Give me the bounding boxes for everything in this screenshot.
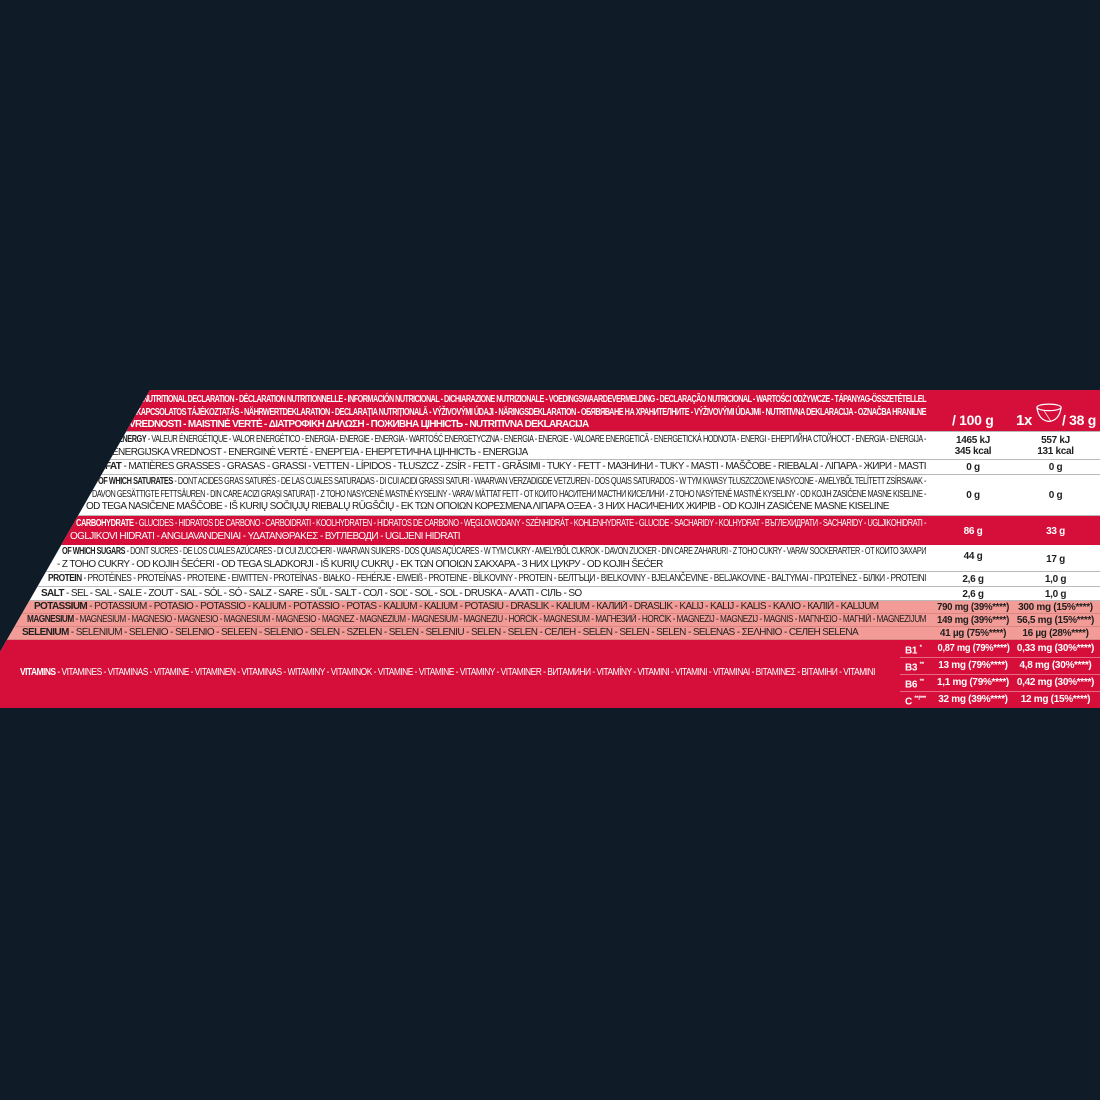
translations: - MATIÈRES GRASSES - GRASAS - GRASSI - V… <box>121 461 926 472</box>
selenium-per-serving: 16 µg (28%****) <box>1022 628 1089 639</box>
row-protein: PROTEIN - PROTÉINES - PROTEÍNAS - PROTEI… <box>0 572 1100 587</box>
row-label: POTASSIUM <box>34 601 88 612</box>
footnote-mark: * <box>919 645 922 651</box>
vitamin-name: B1 <box>905 645 918 657</box>
translations: - DONT SUCRES - DE LOS CUALES AZÚCARES -… <box>125 546 927 557</box>
b3-per-100g: 13 mg (79%****) <box>938 660 1008 671</box>
vitamin-name: B6 <box>905 679 918 691</box>
row-energy: ENERGY - VALEUR ÉNERGÉTIQUE - VALOR ENER… <box>0 432 1100 460</box>
value-kj: 557 kJ <box>1041 435 1070 446</box>
translations: DAVON GESÄTTIGTE FETTSÄUREN - DIN CARE A… <box>92 488 926 500</box>
sugars-per-100g: 44 g <box>963 551 983 562</box>
translations: - Z TOHO CUKRY - OD KOJIH ŠEĆERI - OD TE… <box>57 558 663 570</box>
bowl-icon <box>1036 403 1062 423</box>
translations: - GLUCIDES - HIDRATOS DE CARBONO - CARBO… <box>133 518 926 529</box>
value-kcal: 345 kcal <box>954 446 992 457</box>
row-sugars: OF WHICH SUGARS - DONT SUCRES - DE LOS C… <box>0 545 1100 572</box>
energy-per-serving: 557 kJ 131 kcal <box>1011 435 1100 457</box>
carbohydrate-per-serving: 33 g <box>1046 526 1065 537</box>
per-serving-header: / 38 g <box>1062 412 1096 428</box>
translations: - VALEUR ÉNERGÉTIQUE - VALOR ENERGÉTICO … <box>146 434 927 445</box>
table-header: NUTRITIONAL DECLARATION - DÉCLARATION NU… <box>0 390 1100 432</box>
row-label: SELENIUM <box>22 627 69 638</box>
saturates-per-100g: 0 g <box>966 490 980 501</box>
row-label: VITAMINS <box>20 667 56 678</box>
b3-per-serving: 4,8 mg (30%****) <box>1019 660 1092 671</box>
translations: OD TEGA NASIČENE MAŠČOBE - IŠ KURIŲ SOČI… <box>86 501 889 512</box>
translations: OGLJIKOVI HIDRATI - ANGLIAVANDENIAI - ΥΔ… <box>70 530 461 542</box>
vitamin-c-row: C **/*** 32 mg (39%****) 12 mg (15%****) <box>900 691 1100 708</box>
vitamin-b1-row: B1 * 0,87 mg (79%****) 0,33 mg (30%****) <box>900 640 1100 658</box>
translations: - SEL - SAL - SALE - ZOUT - SAL - SÓL - … <box>63 588 582 599</box>
magnesium-per-100g: 149 mg (39%****) <box>937 615 1009 626</box>
translations: - SÉLÉNIUM - SELENIO - SELENIO - SELEEN … <box>68 627 859 638</box>
row-magnesium: MAGNESIUM - MAGNÉSIUM - MAGNESIO - MAGNE… <box>0 614 1100 627</box>
row-salt: SALT - SEL - SAL - SALE - ZOUT - SAL - S… <box>0 587 1100 601</box>
vitamin-name: B3 <box>905 662 918 674</box>
vitamin-name: C <box>905 696 912 708</box>
fat-per-100g: 0 g <box>966 462 980 473</box>
row-label: MAGNESIUM <box>27 614 74 625</box>
row-label: FAT <box>105 461 122 472</box>
per-100g-header: / 100 g <box>952 412 994 428</box>
salt-per-100g: 2,6 g <box>962 589 984 600</box>
footnote-mark: **/*** <box>914 696 926 702</box>
translations: - DONT ACIDES GRAS SATURÉS - DE LAS CUAL… <box>172 476 927 487</box>
fat-per-serving: 0 g <box>1048 462 1063 473</box>
translations: ENERGIJSKA VREDNOST - ENERGINĖ VERTĖ - Ε… <box>112 446 528 458</box>
row-label: ENERGY <box>118 434 147 445</box>
row-carbohydrate: CARBOHYDRATE - GLUCIDES - HIDRATOS DE CA… <box>0 516 1100 545</box>
b1-per-100g: 0,87 mg (79%****) <box>937 643 1010 654</box>
translations: - VITAMINES - VITAMINAS - VITAMINE - VIT… <box>55 667 876 678</box>
footnote-mark: ** <box>919 679 924 685</box>
title-line: KAPCSOLATOS TÁJÉKOZTATÁS - NÄHRWERTDEKLA… <box>136 406 927 418</box>
declaration-title: NUTRITIONAL DECLARATION - DÉCLARATION NU… <box>0 394 930 431</box>
row-saturates: OF WHICH SATURATES - DONT ACIDES GRAS SA… <box>0 475 1100 516</box>
row-label: OF WHICH SATURATES <box>98 476 173 487</box>
carbohydrate-per-100g: 86 g <box>963 526 983 537</box>
row-label: SALT <box>41 588 65 599</box>
row-label: PROTEIN <box>48 573 82 584</box>
magnesium-per-serving: 56,5 mg (15%****) <box>1016 615 1095 626</box>
protein-per-100g: 2,6 g <box>962 574 984 585</box>
potassium-per-serving: 300 mg (15%****) <box>1018 602 1093 613</box>
row-potassium: POTASSIUM - POTASSIUM - POTASIO - POTASS… <box>0 601 1100 614</box>
protein-per-serving: 1,0 g <box>1044 574 1067 585</box>
row-label: OF WHICH SUGARS <box>62 546 126 557</box>
row-selenium: SELENIUM - SÉLÉNIUM - SELENIO - SELENIO … <box>0 627 1100 640</box>
c-per-100g: 32 mg (39%****) <box>938 694 1008 705</box>
sugars-per-serving: 17 g <box>1046 554 1065 565</box>
value-kcal: 131 kcal <box>1037 446 1074 457</box>
nutrition-table: NUTRITIONAL DECLARATION - DÉCLARATION NU… <box>0 390 1100 708</box>
title-line: VREDNOSTI - MAISTINĖ VERTĖ - ΔΙΑΤΡΟΦΙΚΗ … <box>129 419 589 430</box>
value-kj: 1465 kJ <box>955 435 991 446</box>
translations: - MAGNÉSIUM - MAGNESIO - MAGNESIO - MAGN… <box>73 614 926 625</box>
row-fat: FAT - MATIÈRES GRASSES - GRASAS - GRASSI… <box>0 460 1100 475</box>
row-vitamins: VITAMINS - VITAMINES - VITAMINAS - VITAM… <box>0 640 1100 708</box>
b1-per-serving: 0,33 mg (30%****) <box>1016 643 1095 654</box>
b6-per-100g: 1,1 mg (79%****) <box>937 677 1009 688</box>
energy-per-100g: 1465 kJ 345 kcal <box>935 435 1011 457</box>
c-per-serving: 12 mg (15%****) <box>1020 694 1091 705</box>
translations: - PROTÉINES - PROTEÍNAS - PROTEINE - EIW… <box>81 573 927 584</box>
selenium-per-100g: 41 µg (75%****) <box>939 628 1007 639</box>
vitamin-b3-row: B3 ** 13 mg (79%****) 4,8 mg (30%****) <box>900 657 1100 675</box>
serving-count: 1x <box>1016 412 1033 429</box>
b6-per-serving: 0,42 mg (30%****) <box>1016 677 1095 688</box>
row-label: CARBOHYDRATE <box>76 518 134 529</box>
vitamin-b6-row: B6 ** 1,1 mg (79%****) 0,42 mg (30%****) <box>900 674 1100 692</box>
footnote-mark: ** <box>919 662 924 668</box>
translations: - POTASSIUM - POTASIO - POTASSIO - KALIU… <box>87 601 879 612</box>
potassium-per-100g: 790 mg (39%****) <box>937 602 1009 613</box>
title-line: NUTRITIONAL DECLARATION - DÉCLARATION NU… <box>143 394 927 405</box>
salt-per-serving: 1,0 g <box>1044 589 1067 600</box>
saturates-per-serving: 0 g <box>1048 490 1063 501</box>
